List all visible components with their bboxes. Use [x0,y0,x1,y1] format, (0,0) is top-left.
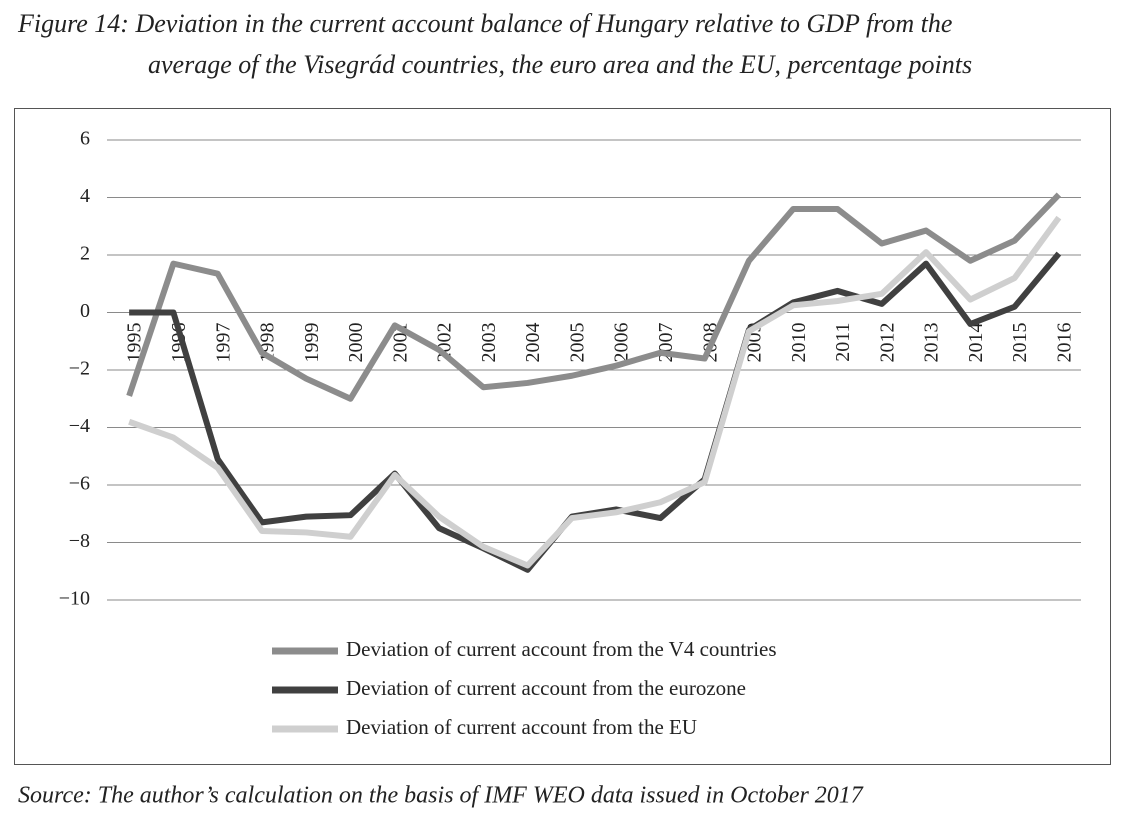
x-tick-label: 1995 [124,323,146,363]
y-tick-label: −6 [69,473,90,495]
x-tick-label: 2010 [788,323,810,363]
x-tick-label: 1997 [212,323,234,363]
chart-title: average of the Visegrád countries, the e… [148,50,972,79]
x-tick-label: 2005 [566,323,588,363]
x-tick-label: 2006 [611,323,633,363]
x-tick-label: 2003 [478,323,500,363]
x-tick-label: 2012 [876,323,898,363]
series-line [126,192,1062,402]
y-tick-label: 6 [80,128,90,150]
chart-title: Figure 14: Deviation in the current acco… [17,9,952,38]
y-tick-label: −8 [69,530,90,552]
y-tick-label: −4 [69,415,90,437]
x-tick-label: 2014 [965,323,987,363]
y-tick-label: 0 [80,300,90,322]
x-tick-label: 1999 [301,323,323,363]
legend-label: Deviation of current account from the eu… [346,676,746,700]
x-tick-label: 2000 [345,323,367,363]
x-tick-label: 2004 [522,323,544,363]
series-line [129,251,1062,573]
x-tick-label: 2011 [832,323,854,362]
x-tick-label: 2015 [1009,322,1031,362]
series-line [128,215,1062,569]
y-tick-label: −10 [59,588,90,610]
legend-label: Deviation of current account from the EU [346,715,697,739]
x-tick-label: 2013 [921,323,943,363]
x-tick-label: 2016 [1053,323,1075,363]
source-note: Source: The author’s calculation on the … [18,783,864,809]
chart-frame [14,108,1111,765]
y-tick-label: 4 [80,185,90,207]
legend-label: Deviation of current account from the V4… [346,637,777,661]
y-tick-label: 2 [80,243,90,265]
y-tick-label: −2 [69,358,90,380]
